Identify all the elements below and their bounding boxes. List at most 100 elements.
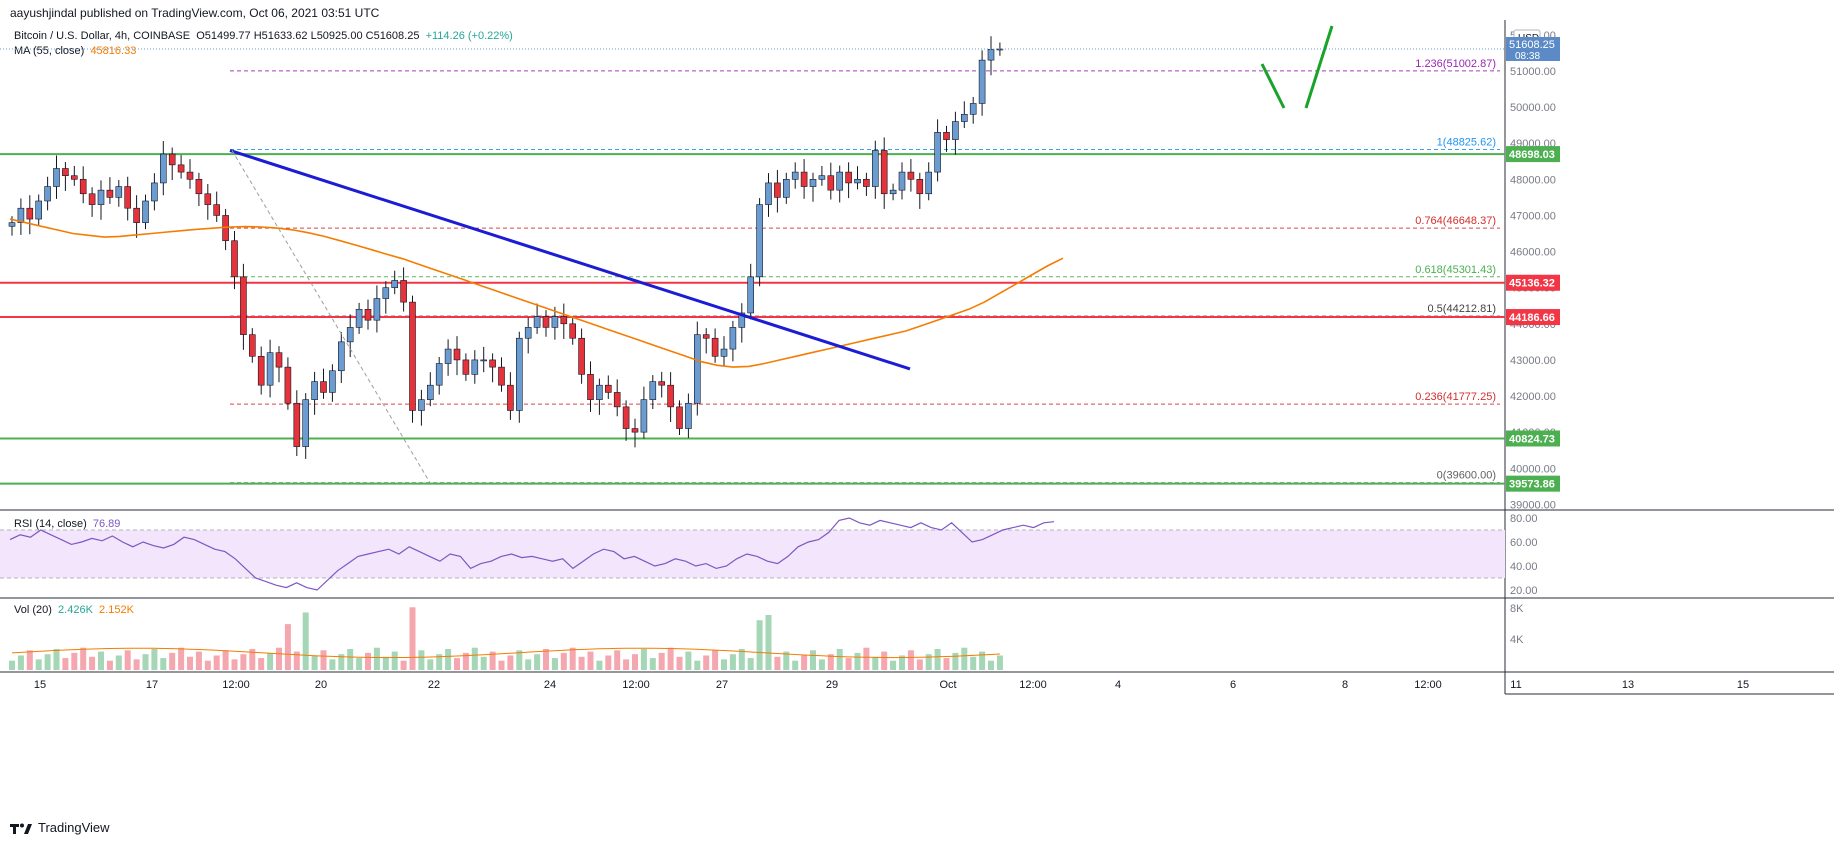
volume-bar	[133, 659, 140, 670]
candle-body	[337, 341, 345, 372]
ma-label[interactable]: MA (55, close)	[14, 45, 85, 57]
candle-body	[311, 381, 318, 400]
symbol-name[interactable]: Bitcoin / U.S. Dollar, 4h, COINBASE	[14, 30, 191, 42]
volume-bar	[258, 658, 265, 670]
price-tick-label: 48000.00	[1510, 174, 1556, 186]
volume-bar	[106, 660, 113, 670]
volume-bar	[632, 654, 638, 670]
volume-bar	[53, 649, 60, 670]
candle-body	[800, 171, 808, 187]
candle-body	[809, 179, 817, 187]
volume-bar	[890, 660, 897, 670]
level-price-box	[1506, 430, 1560, 447]
candle-body	[444, 348, 452, 364]
volume-bar	[9, 660, 15, 670]
candle-body	[275, 352, 283, 368]
volume-bar	[640, 649, 647, 670]
candle-body	[293, 402, 301, 447]
fib-level-label: 0.5(44212.81)	[1428, 303, 1497, 315]
candle-body	[249, 334, 256, 357]
fib-level-label: 0.236(41777.25)	[1415, 391, 1496, 403]
candle-body	[747, 276, 755, 314]
time-tick-label: 29	[826, 679, 838, 691]
vol-label[interactable]: Vol (20)	[14, 604, 52, 616]
candle-body	[160, 153, 167, 184]
volume-bar	[293, 651, 300, 670]
candle-body	[818, 175, 826, 180]
volume-bar	[400, 660, 407, 670]
volume-bar	[676, 656, 683, 670]
volume-bar	[516, 650, 523, 670]
time-tick-label: 24	[544, 679, 556, 691]
volume-bar	[382, 656, 389, 670]
time-tick-label: 12:00	[1019, 679, 1047, 691]
brand-name: TradingView	[38, 820, 110, 835]
volume-bar	[35, 659, 42, 670]
volume-bar	[329, 659, 336, 670]
candle-body	[542, 316, 550, 328]
volume-bar	[703, 655, 710, 670]
volume-bar	[596, 660, 603, 670]
vol-value: 2.426K	[58, 604, 93, 616]
candle-body	[418, 399, 425, 411]
volume-bar	[418, 650, 425, 670]
level-price-label: 39573.86	[1509, 479, 1555, 491]
candle-body	[702, 334, 710, 339]
candle-body	[302, 399, 310, 447]
volume-bar	[80, 647, 87, 670]
level-price-box	[1506, 146, 1560, 163]
volume-bar	[979, 651, 986, 670]
candle-body	[658, 381, 666, 386]
ohlc-values: O51499.77 H51633.62 L50925.00 C51608.25	[196, 30, 420, 42]
projection-up-stroke	[1304, 25, 1334, 109]
candle-body	[26, 207, 34, 220]
volume-bar	[347, 649, 354, 670]
candle-body	[524, 327, 532, 339]
candle-body	[186, 171, 194, 180]
time-tick-label: 8	[1342, 679, 1348, 691]
rsi-value: 76.89	[92, 518, 121, 530]
volume-bar	[694, 660, 701, 670]
volume-bar	[320, 650, 327, 670]
level-price-label: 48698.03	[1509, 149, 1555, 161]
volume-bar	[952, 652, 959, 670]
volume-bar	[276, 647, 282, 670]
candle-body	[329, 370, 336, 393]
candle-body	[969, 103, 977, 115]
candle-body	[320, 381, 327, 393]
symbol-legend: Bitcoin / U.S. Dollar, 4h, COINBASE O514…	[14, 30, 513, 42]
publisher-header: aayushjindal published on TradingView.co…	[10, 6, 380, 20]
volume-bar	[845, 658, 852, 670]
volume-bar	[925, 654, 932, 670]
candle-body	[168, 153, 176, 166]
fib-level-label: 1(48825.62)	[1437, 136, 1496, 148]
volume-bar	[685, 651, 692, 670]
volume-bar	[872, 656, 879, 670]
rsi-label[interactable]: RSI (14, close)	[14, 518, 87, 530]
candle-body	[960, 113, 968, 122]
bar-countdown-label: 08:38	[1515, 51, 1540, 62]
volume-bar	[774, 656, 781, 670]
price-tick-label: 47000.00	[1510, 210, 1556, 222]
candle-body	[79, 179, 87, 195]
volume-bar	[970, 656, 977, 670]
ma-55-line	[9, 218, 1064, 368]
volume-bar	[436, 654, 443, 670]
volume-bar	[471, 647, 478, 670]
projection-down-stroke	[1260, 63, 1286, 109]
volume-bar	[71, 652, 78, 670]
current-price-box	[1506, 36, 1560, 61]
candle-body	[693, 334, 701, 404]
volume-bar	[907, 650, 914, 670]
candle-body	[667, 384, 674, 408]
volume-bar	[827, 654, 834, 670]
volume-bar	[489, 651, 496, 670]
volume-bar	[195, 651, 202, 670]
candle-body	[854, 179, 861, 184]
price-tick-label: 40000.00	[1510, 463, 1556, 475]
price-tick-label: 39000.00	[1510, 499, 1556, 511]
volume-bar	[712, 650, 719, 670]
volume-bar	[62, 658, 69, 670]
volume-bar	[445, 649, 452, 670]
